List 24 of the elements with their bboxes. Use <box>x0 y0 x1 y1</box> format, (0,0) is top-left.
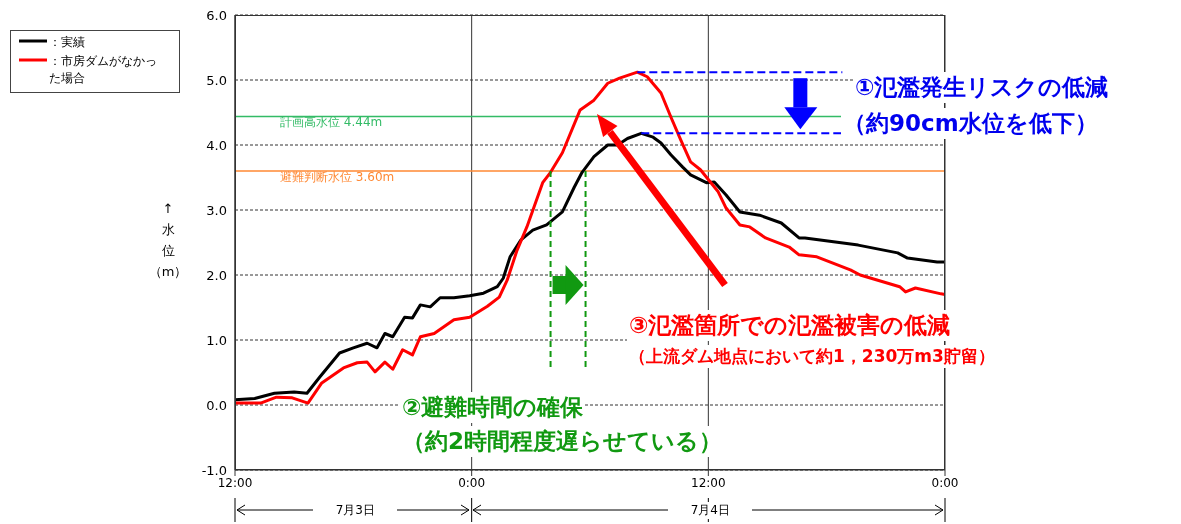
annotation: ②避難時間の確保 <box>400 392 586 423</box>
y-tick-label: 4.0 <box>206 137 227 153</box>
annotation: （約2時間程度遅らせている） <box>400 426 725 457</box>
text: 7月3日 <box>313 502 398 519</box>
y-tick-label: 3.0 <box>206 202 227 218</box>
y-tick-label: 2.0 <box>206 267 227 283</box>
annotation: ①氾濫発生リスクの低減 <box>853 72 1111 103</box>
y-axis-title: ↑水位（m） <box>148 200 188 281</box>
annotation: （上流ダム地点において約1，230万m3貯留） <box>627 345 997 368</box>
y-tick-label: 6.0 <box>206 7 227 23</box>
legend-label: ：実績 <box>49 34 86 51</box>
annotation: ③氾濫箇所での氾濫被害の低減 <box>627 310 953 341</box>
y-tick-label: 0.0 <box>206 397 227 413</box>
y-tick-label: 1.0 <box>206 332 227 348</box>
ref-line-label: 避難判断水位 3.60m <box>280 169 395 184</box>
x-tick-label: 0:00 <box>931 475 959 490</box>
y-tick-label: -1.0 <box>201 462 227 478</box>
legend-label: ：市房ダムがなかった場合 <box>49 53 158 87</box>
x-tick-label: 12:00 <box>217 475 253 490</box>
text: 7月4日 <box>668 502 753 519</box>
annotation: （約90cm水位を低下） <box>841 108 1100 139</box>
x-tick-label: 0:00 <box>458 475 486 490</box>
x-tick-label: 12:00 <box>691 475 726 490</box>
y-tick-label: 5.0 <box>206 72 227 88</box>
